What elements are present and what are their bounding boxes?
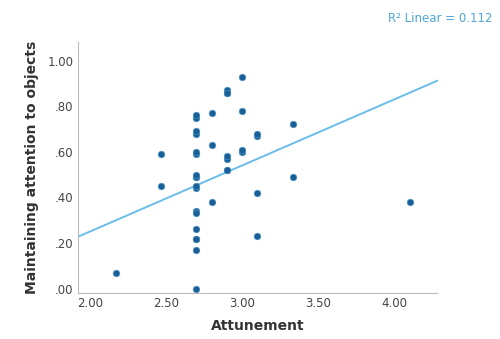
Point [208,111,216,116]
Point [406,199,414,205]
Text: R² Linear = 0.112: R² Linear = 0.112 [388,12,492,25]
Point [223,156,231,161]
Point [112,270,120,275]
Point [238,74,246,79]
Point [223,87,231,93]
Point [192,115,200,120]
Point [192,211,200,216]
Point [223,167,231,173]
Point [192,113,200,118]
Point [254,133,262,139]
Point [192,174,200,180]
Point [288,122,296,127]
Point [223,90,231,95]
Point [288,174,296,180]
Point [208,199,216,205]
Point [192,183,200,189]
Point [192,152,200,157]
Point [254,190,262,196]
Point [238,147,246,152]
Point [192,128,200,134]
Point [192,227,200,232]
Point [238,149,246,155]
Point [192,172,200,177]
Point [254,234,262,239]
Point [158,152,166,157]
Point [192,286,200,292]
Point [192,236,200,241]
Point [208,142,216,148]
Point [192,247,200,253]
Point [223,154,231,159]
Point [158,183,166,189]
Point [192,186,200,191]
Point [238,108,246,114]
Point [192,236,200,241]
Point [192,149,200,155]
X-axis label: Attunement: Attunement [210,319,304,333]
Point [192,174,200,180]
Point [192,208,200,214]
Point [223,90,231,95]
Point [192,131,200,136]
Y-axis label: Maintaining attention to objects: Maintaining attention to objects [25,41,39,295]
Point [223,167,231,173]
Point [254,131,262,136]
